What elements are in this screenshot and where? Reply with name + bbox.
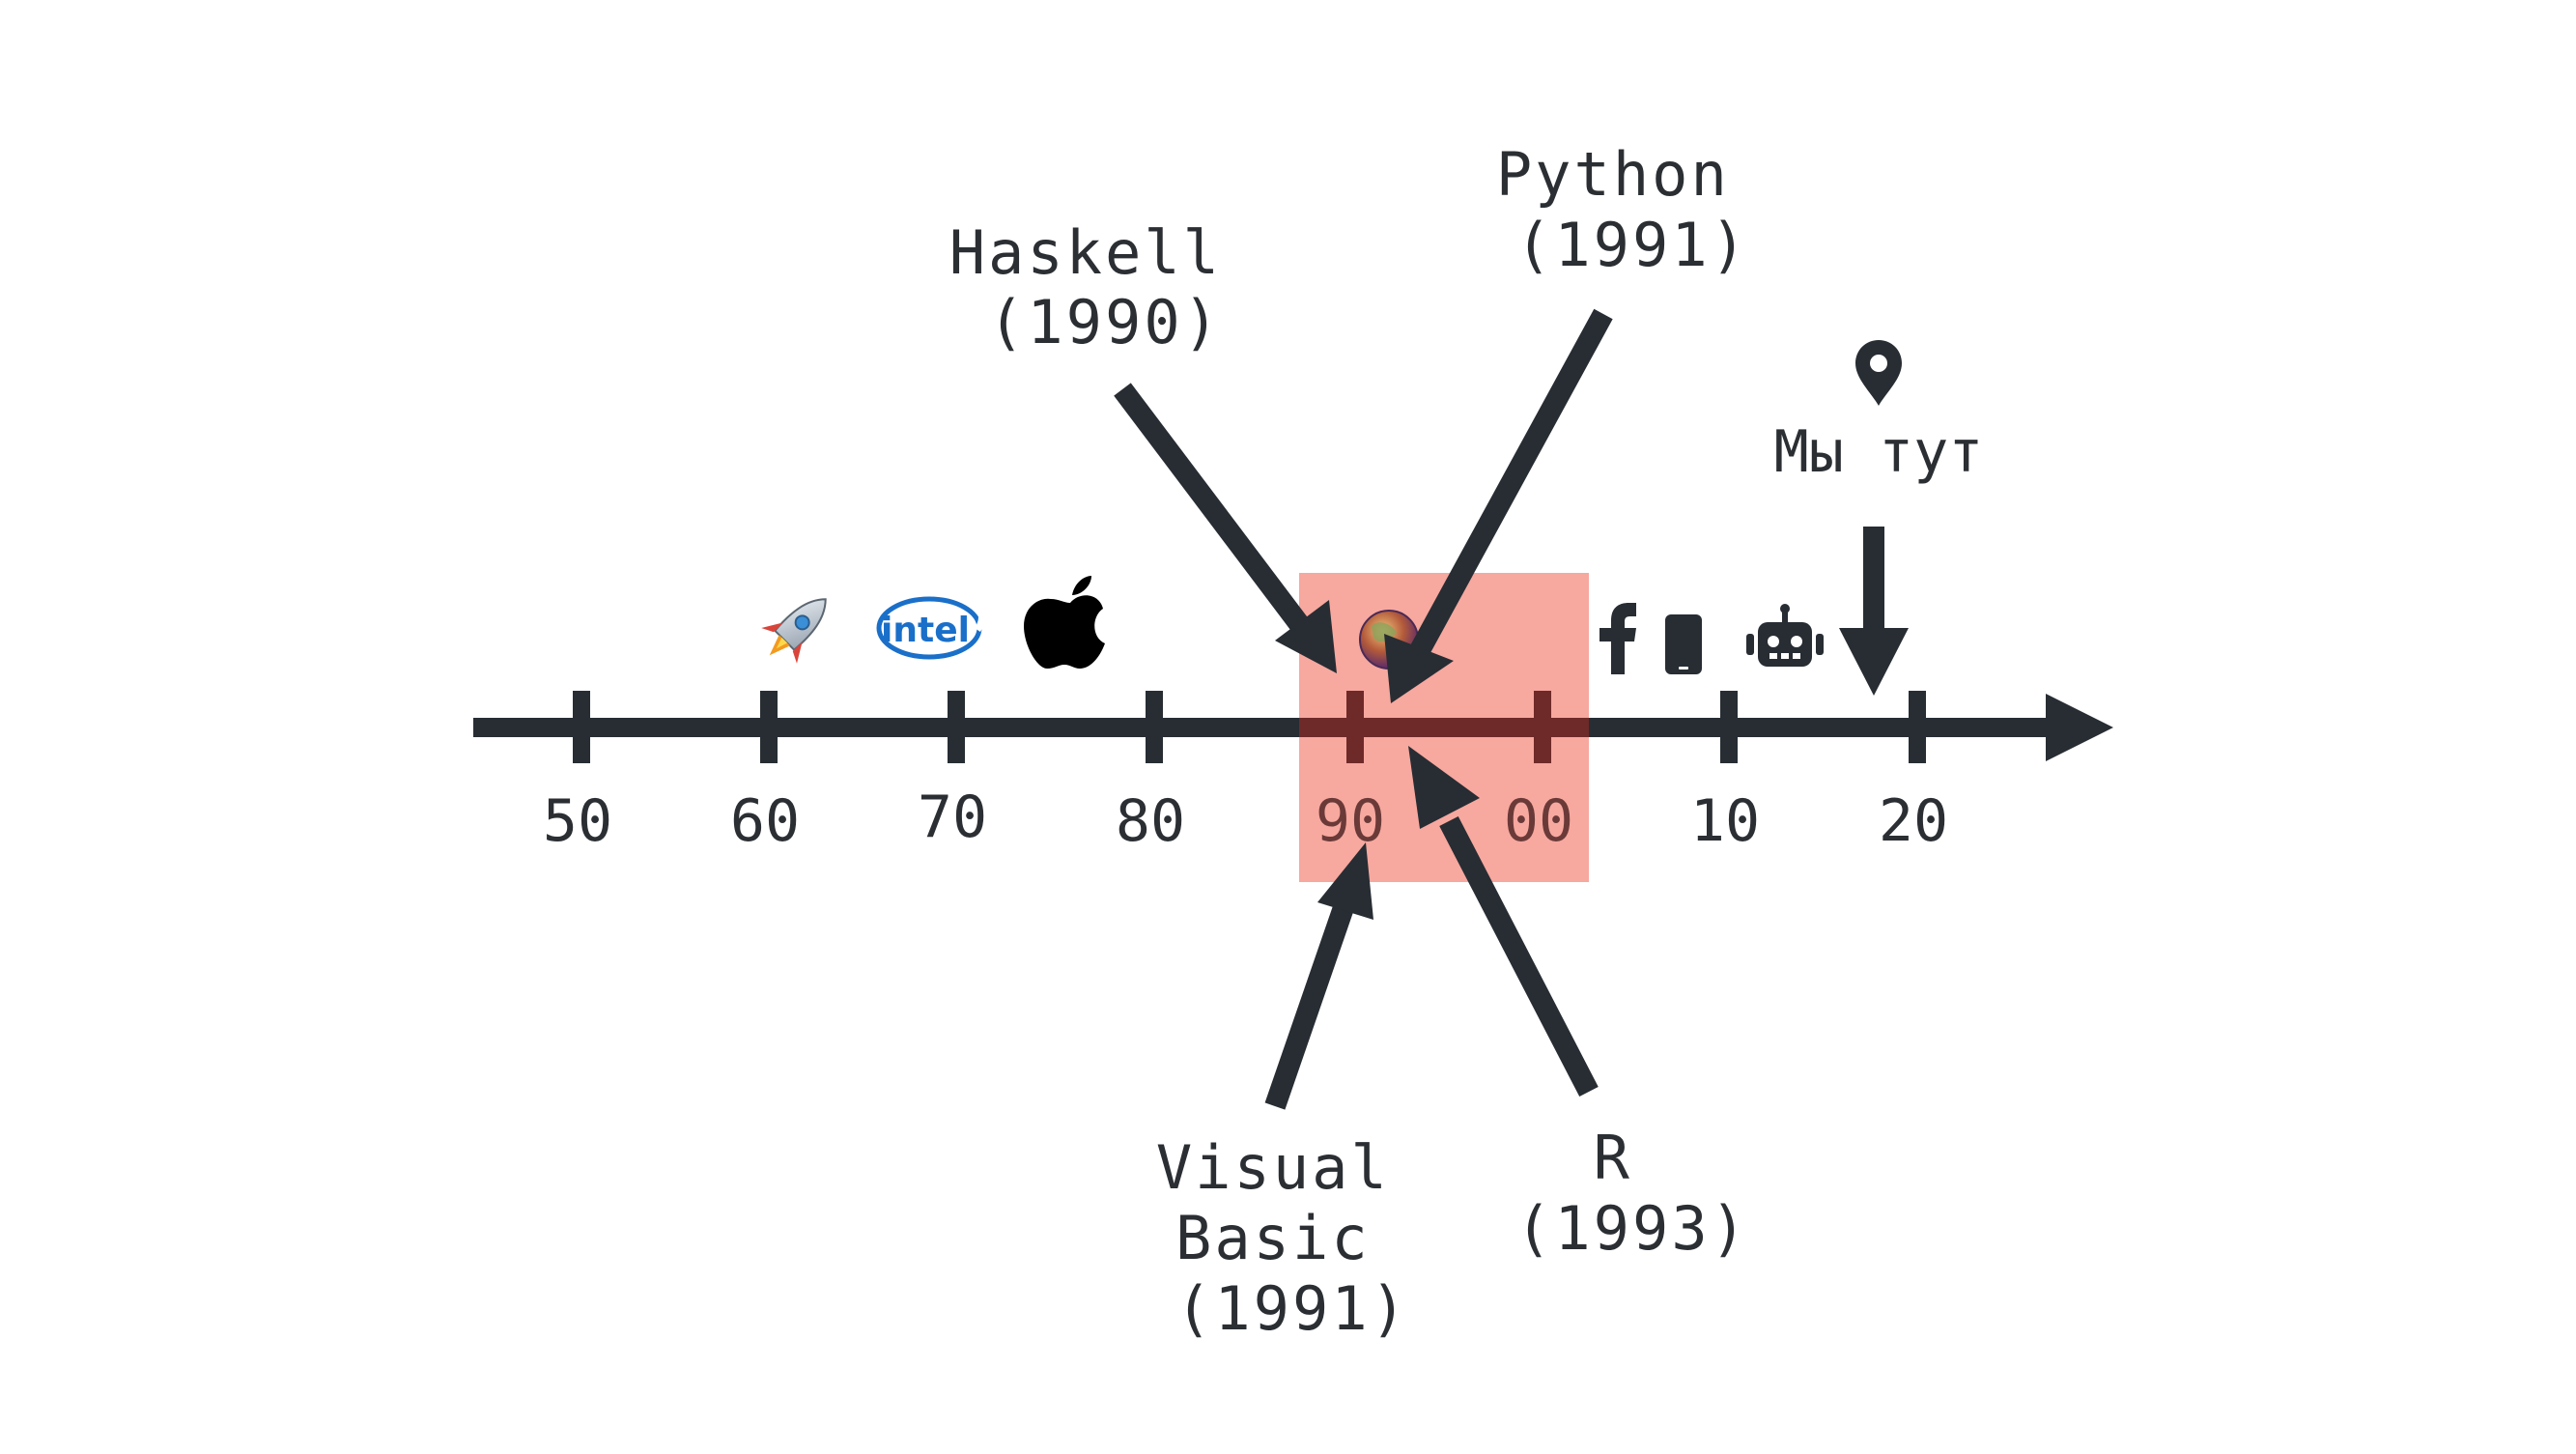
tick-label-90: 90	[1316, 787, 1385, 855]
python-label-year: (1991)	[1515, 210, 1749, 280]
tick-label-10: 10	[1690, 787, 1760, 855]
rocket-icon	[761, 598, 827, 664]
smartphone-icon	[1665, 614, 1702, 674]
tick-label-00: 00	[1504, 787, 1573, 855]
tick-20: 20	[1879, 691, 1948, 855]
visual-basic-label-line2: Basic	[1175, 1203, 1371, 1273]
tick-label-80: 80	[1116, 787, 1185, 855]
visual-basic-label-line1: Visual	[1156, 1132, 1390, 1203]
tick-50: 50	[543, 691, 612, 855]
apple-logo-icon	[1024, 576, 1105, 669]
callout-arrows	[1114, 308, 1909, 1110]
haskell-label-year: (1990)	[988, 287, 1222, 357]
tick-70: 70	[918, 691, 987, 851]
callout-labels: Haskell (1990) Python (1991) Visual Basi…	[949, 139, 1769, 1344]
tick-00: 00	[1504, 691, 1573, 855]
r-arrow	[1408, 746, 1599, 1098]
tick-60: 60	[730, 691, 800, 855]
haskell-arrow	[1114, 383, 1337, 673]
intel-logo-text: intel	[881, 611, 970, 650]
robot-icon	[1746, 604, 1824, 667]
python-arrow	[1384, 308, 1613, 703]
python-label-name: Python	[1496, 139, 1730, 210]
r-label-year: (1993)	[1515, 1193, 1749, 1264]
timeline-axis	[473, 694, 2113, 761]
visual-basic-arrow	[1264, 842, 1373, 1110]
timeline-ticks: 50 60 70 80 90 00 10 20	[543, 691, 1948, 855]
tick-label-50: 50	[543, 787, 612, 855]
tick-label-20: 20	[1879, 787, 1948, 855]
tick-label-70: 70	[918, 784, 987, 851]
axis-arrowhead	[2046, 694, 2113, 761]
tick-label-60: 60	[730, 787, 800, 855]
map-pin-icon	[1855, 340, 1902, 406]
haskell-label-name: Haskell	[949, 217, 1222, 288]
visual-basic-label: Visual Basic (1991)	[1156, 1132, 1429, 1344]
tick-90: 90	[1316, 691, 1385, 855]
r-label: R (1993)	[1515, 1123, 1749, 1264]
intel-logo-icon: intel	[876, 593, 985, 660]
tick-10: 10	[1690, 691, 1760, 855]
tick-80: 80	[1116, 691, 1185, 855]
python-label: Python (1991)	[1496, 139, 1769, 280]
here-label: Мы тут	[1774, 418, 1984, 486]
here-arrow	[1839, 527, 1909, 696]
here-marker: Мы тут	[1774, 340, 1984, 486]
r-label-name: R	[1594, 1123, 1632, 1193]
visual-basic-label-year: (1991)	[1175, 1273, 1409, 1344]
facebook-icon	[1599, 603, 1636, 674]
haskell-label: Haskell (1990)	[949, 217, 1261, 357]
